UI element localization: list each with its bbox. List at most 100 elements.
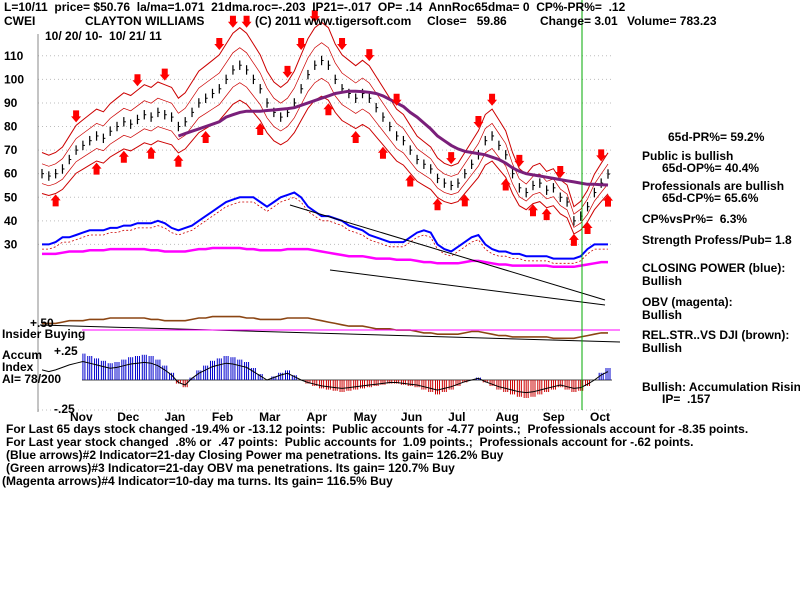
company-name: CLAYTON WILLIAMS [85, 14, 205, 28]
month-label: Apr [306, 410, 327, 424]
trend-lines [39, 204, 621, 343]
up-arrow [568, 233, 579, 246]
down-arrow [555, 166, 566, 179]
minus25-label: -.25 [54, 402, 75, 416]
y-tick-label: 30 [4, 237, 18, 251]
pr-label: 65d-PR%= 59.2% [668, 130, 765, 144]
down-arrow [364, 49, 375, 62]
strength-label: Strength Profess/Pub= 1.8 [642, 233, 792, 247]
relstr-path [42, 315, 608, 340]
plus50-label: +.50 [30, 316, 54, 330]
up-arrow [582, 222, 593, 235]
y-tick-label: 80 [4, 120, 18, 134]
up-arrow [350, 130, 361, 143]
y-tick-label: 60 [4, 167, 18, 181]
month-label: Jan [165, 410, 186, 424]
up-arrow [91, 162, 102, 175]
up-arrow [118, 150, 129, 163]
up-arrow [527, 204, 538, 217]
down-arrow [514, 154, 525, 167]
closing-power-value: Bullish [642, 274, 683, 288]
ticker: CWEI [4, 14, 36, 28]
change-value: Change= 3.01 [540, 14, 618, 28]
plus25-label: +.25 [54, 344, 78, 358]
y-tick-label: 90 [4, 96, 18, 110]
relstr-value: Bullish [642, 341, 683, 355]
public-status: Public is bullish [642, 149, 734, 163]
down-arrow [71, 110, 82, 123]
accum-rising-label: Bullish: Accumulation Rising [642, 380, 800, 394]
y-tick-label: 70 [4, 143, 18, 157]
header-stats: L=10/11 price= $50.76 la/ma=1.071 21dma.… [4, 0, 626, 14]
footer-line-5: (Magenta arrows)#4 Indicator=10-day ma t… [2, 474, 393, 488]
up-arrow [173, 154, 184, 167]
lower-inner-band [41, 77, 609, 228]
footer-line-1: For Last 65 days stock changed -19.4% or… [6, 422, 749, 436]
up-arrow [146, 146, 157, 159]
cpvspr-label: CP%vsPr%= 6.3% [642, 212, 748, 226]
price-axis-labels: 110 100 90 80 70 60 50 40 30 [4, 49, 24, 252]
y-tick-label: 110 [4, 49, 24, 63]
up-arrow [50, 194, 61, 207]
y-tick-label: 100 [4, 72, 24, 86]
index-label: Index [2, 360, 34, 374]
down-arrow [309, 10, 320, 23]
footer-line-3: (Blue arrows)#2 Indicator=21-day Closing… [6, 448, 504, 462]
footer-line-4: (Green arrows)#3 Indicator=21-day OBV ma… [6, 461, 455, 475]
month-label: Mar [259, 410, 281, 424]
down-arrow [159, 68, 170, 81]
close-value: Close= 59.86 [427, 14, 507, 28]
up-arrow [432, 198, 443, 211]
ip-label: IP= .157 [662, 392, 711, 406]
up-arrow [459, 194, 470, 207]
up-arrow [500, 178, 511, 191]
date-range: 10/ 20/ 10- 10/ 21/ 11 [45, 29, 162, 43]
footer-line-2: For Last year stock changed .8% or .47 p… [6, 435, 694, 449]
up-arrow [323, 103, 334, 116]
up-arrow [200, 130, 211, 143]
month-label: Feb [212, 410, 233, 424]
professionals-status: Professionals are bullish [642, 179, 785, 193]
down-arrow [227, 15, 238, 28]
obv-line [42, 246, 608, 340]
up-arrow [603, 194, 613, 207]
closing-power-ma-path [42, 196, 608, 264]
up-arrow [541, 208, 552, 221]
trend-line [39, 324, 621, 343]
accum-histogram [41, 353, 612, 398]
down-arrow [214, 38, 225, 51]
month-axis: Nov Dec Jan Feb Mar Apr May Jun Jul Aug Sep Oct [70, 410, 610, 424]
accum-ma-path [41, 360, 609, 394]
closing-power-label: CLOSING POWER (blue): [642, 261, 786, 275]
upper-band [41, 21, 609, 208]
insider-buying-label: Insider Buying [2, 327, 86, 341]
down-arrow [241, 15, 252, 28]
cp-label: 65d-CP%= 65.6% [662, 191, 759, 205]
month-label: Jul [448, 410, 465, 424]
month-label: Dec [117, 410, 139, 424]
upper-inner-band [41, 42, 609, 215]
relstr-label: REL.STR..VS DJI (brown): [642, 328, 790, 342]
obv-label: OBV (magenta): [642, 295, 733, 309]
signal-arrows [50, 10, 613, 246]
down-arrow [596, 149, 607, 162]
obv-value: Bullish [642, 308, 683, 322]
closing-power-line [42, 191, 608, 264]
month-label: Nov [70, 410, 93, 424]
month-label: Jun [401, 410, 422, 424]
month-label: Sep [543, 410, 565, 424]
trend-line [289, 204, 606, 301]
lower-band [41, 95, 609, 235]
down-arrow [337, 38, 348, 51]
down-arrow [132, 74, 143, 87]
price-bands [41, 21, 609, 235]
ma65-path [177, 89, 609, 187]
down-arrow [391, 93, 402, 106]
down-arrow [473, 115, 484, 128]
obv-path [42, 246, 608, 269]
up-arrow [255, 123, 266, 136]
ma65-line [177, 89, 609, 187]
ai-label: AI= 78/200 [2, 372, 62, 386]
month-label: May [354, 410, 378, 424]
volume-value: Volume= 783.23 [627, 14, 717, 28]
